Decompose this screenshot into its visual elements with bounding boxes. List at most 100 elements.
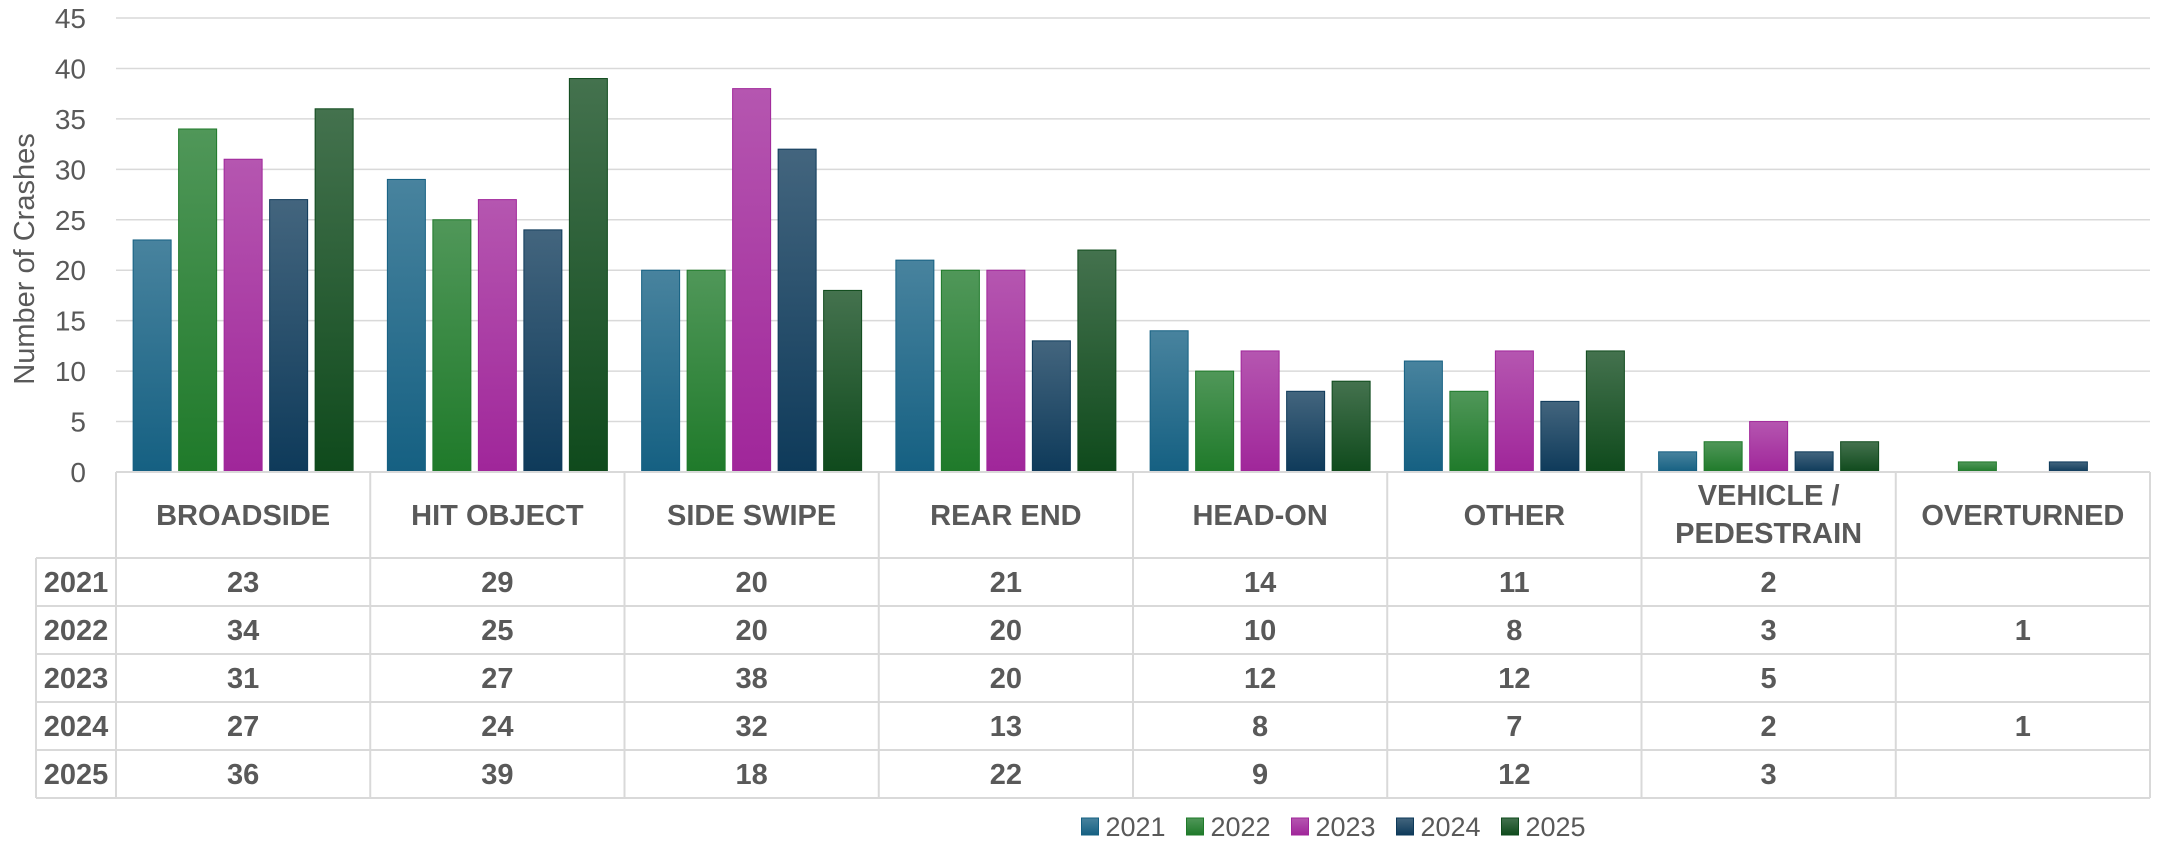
table-cell-value: 34 [227,615,259,647]
bar-2022 [1195,370,1235,473]
category-label: VEHICLE / PEDESTRAIN [1675,480,1862,550]
bar-2023 [477,199,517,473]
table-cell-value: 12 [1244,663,1276,695]
table-cell-value: 12 [1498,663,1530,695]
bar-2024 [1794,451,1834,473]
y-tick-label: 45 [55,3,86,34]
bar-2022 [940,269,980,473]
bar-2021 [1658,451,1698,473]
data-table: BROADSIDE HIT OBJECT SIDE SWIPE REAR END HEA… [35,471,2151,799]
bar-2023 [223,158,263,473]
bars [132,78,2088,473]
bar-2024 [777,148,817,473]
y-tick-label: 15 [55,306,86,337]
bar-2024 [523,229,563,473]
table-cell-value: 7 [1506,711,1522,743]
bar-2021 [1403,360,1443,473]
y-tick-label: 35 [55,104,86,135]
table-cell-value: 5 [1761,663,1777,695]
y-axis-title: Number of Crashes [9,133,41,384]
table-cell-value: 38 [735,663,767,695]
bar-2022 [686,269,726,473]
table-cell-value: 18 [735,759,767,791]
table-cell-value: 3 [1761,615,1777,647]
y-tick-label: 30 [55,154,86,185]
bar-2022 [1957,461,1997,473]
y-tick-label: 10 [55,356,86,387]
category-label: HEAD-ON [1192,500,1327,532]
bar-2021 [895,259,935,473]
bar-2023 [1240,350,1280,473]
legend-swatch [1501,817,1519,836]
bar-2024 [1540,400,1580,473]
legend-label: 2022 [1211,812,1271,842]
y-tick-label: 5 [70,407,86,438]
category-label: SIDE SWIPE [667,500,836,532]
table-cell-value: 27 [481,663,513,695]
bar-2025 [1585,350,1625,473]
bar-2021 [1149,330,1189,473]
table-cell-value: 1 [2015,711,2031,743]
bar-2025 [314,108,354,473]
category-label: OTHER [1464,500,1566,532]
table-cell-value: 27 [227,711,259,743]
y-tick-label: 40 [55,53,86,84]
bar-2023 [732,88,772,473]
bar-2023 [1749,421,1789,473]
y-tick-label: 25 [55,205,86,236]
bar-2022 [432,219,472,473]
table-cell-value: 20 [990,615,1022,647]
table-cell-value: 3 [1761,759,1777,791]
row-label: 2021 [44,567,109,599]
legend-label: 2024 [1421,812,1481,842]
table-cell-value: 22 [990,759,1022,791]
legend-swatch [1186,817,1204,836]
bar-2025 [1840,441,1880,473]
table-cell-value: 11 [1499,567,1530,599]
bar-2021 [132,239,172,473]
category-label: HIT OBJECT [411,500,584,532]
bar-2024 [1031,340,1071,473]
bar-2025 [1331,380,1371,473]
row-label: 2024 [44,711,109,743]
table-cell-value: 39 [481,759,513,791]
legend-label: 2023 [1316,812,1376,842]
table-cell-value: 36 [227,759,259,791]
legend-swatch [1081,817,1099,836]
table-cell-value: 23 [227,567,259,599]
table-cell-value: 2 [1761,567,1777,599]
table-cell-value: 20 [735,615,767,647]
table-cell-value: 29 [481,567,513,599]
table-cell-value: 25 [481,615,513,647]
category-label: OVERTURNED [1921,500,2124,532]
bar-2023 [986,269,1026,473]
bar-2025 [568,78,608,473]
table-cell-value: 9 [1252,759,1268,791]
bar-2022 [178,128,218,473]
table-cell-value: 13 [990,711,1022,743]
row-label: 2025 [44,759,109,791]
table-cell-value: 1 [2015,615,2031,647]
bar-2021 [641,269,681,473]
bar-2024 [2048,461,2088,473]
table-cell-value: 8 [1252,711,1268,743]
bar-2024 [269,199,309,473]
table-cell-value: 21 [990,567,1022,599]
bar-2021 [386,178,426,473]
legend-label: 2021 [1106,812,1166,842]
category-label: BROADSIDE [156,500,330,532]
legend: 2021 2022 2023 2024 2025 [1081,812,1586,842]
table-cell-value: 2 [1761,711,1777,743]
legend-swatch [1291,817,1309,836]
legend-label: 2025 [1526,812,1586,842]
table-cell-value: 10 [1244,615,1276,647]
bar-2024 [1286,390,1326,473]
bar-2025 [823,289,863,473]
row-label: 2023 [44,663,109,695]
bar-2025 [1077,249,1117,473]
y-tick-label: 0 [70,457,86,488]
table-cell-value: 20 [990,663,1022,695]
legend-swatch [1396,817,1414,836]
